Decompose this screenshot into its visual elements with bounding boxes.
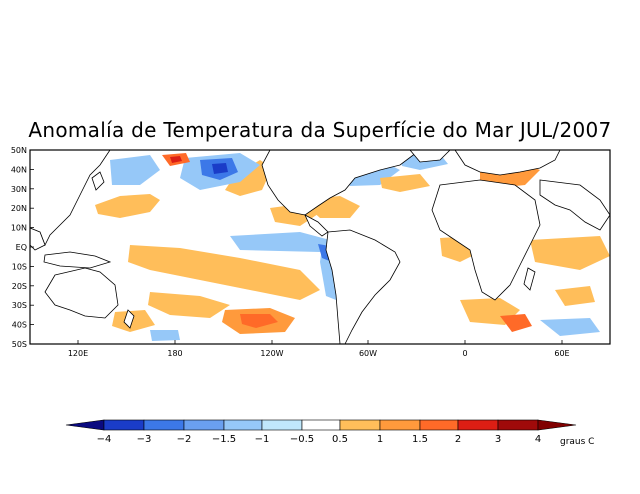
warm-core-aleutian: [170, 156, 182, 163]
colorbar: [65, 419, 577, 431]
landmass-central-america: [304, 214, 329, 237]
lat-label-10s: 10S: [12, 262, 27, 271]
cold-patch-equatorial-pacific: [230, 232, 330, 252]
colorbar-bin-6: [301, 419, 341, 431]
lon-label-180: 180: [167, 349, 182, 358]
warm-patch-south-pacific-far: [148, 292, 230, 318]
lat-label-20n: 20N: [11, 204, 27, 213]
colorbar-tick-label: 1.5: [412, 434, 428, 445]
colorbar-bin-1: [103, 419, 145, 431]
landmass-australia: [44, 267, 119, 319]
warm-patch-indian-ocean: [530, 236, 610, 270]
lat-label-30s: 30S: [12, 301, 27, 310]
warm-core-south-atlantic: [500, 314, 532, 332]
lon-ticks: [77, 340, 563, 344]
colorbar-tick-label: 1: [377, 434, 383, 445]
lat-label-50n: 50N: [11, 146, 27, 155]
colorbar-bin-5: [261, 419, 303, 431]
lat-label-40n: 40N: [11, 165, 27, 174]
colorbar-tick-label: −3: [137, 434, 152, 445]
colorbar-tick-label: 3: [495, 434, 501, 445]
landmass-south-america: [325, 229, 401, 345]
lat-labels: 50N 40N 30N 20N 10N EQ 10S 20S 30S 40S 5…: [11, 146, 27, 349]
landmass-new-zealand: [123, 309, 135, 329]
warm-patch-kuroshio: [95, 194, 160, 218]
colorbar-tick-label: 2: [455, 434, 461, 445]
lat-ticks: [30, 149, 34, 345]
continents: [29, 149, 611, 345]
colorbar-tick-label: −1.5: [212, 434, 236, 445]
lon-label-60e: 60E: [554, 349, 569, 358]
colorbar-bin-2: [143, 419, 185, 431]
map-title: Anomalía de Temperatura da Superfície do…: [28, 118, 612, 142]
colorbar-bin-4: [223, 419, 263, 431]
cold-patch-northwest-pacific: [110, 155, 160, 185]
landmass-europe: [454, 149, 561, 176]
warm-patch-north-pacific-east: [225, 160, 272, 196]
colorbar-tick-label: −2: [177, 434, 192, 445]
colorbar-bin-3: [183, 419, 225, 431]
landmass-japan: [91, 171, 105, 191]
lon-label-60w: 60W: [359, 349, 377, 358]
colorbar-tick-label: 4: [535, 434, 541, 445]
cold-patch-south-tasman: [150, 330, 180, 341]
colorbar-bin-11: [497, 419, 539, 431]
lon-label-120w: 120W: [260, 349, 283, 358]
lon-label-120e: 120E: [68, 349, 88, 358]
colorbar-tick-label: −1: [255, 434, 270, 445]
landmass-indonesia: [43, 251, 112, 269]
landmass-madagascar: [523, 267, 536, 291]
colorbar-bin-8: [379, 419, 421, 431]
lon-label-0: 0: [462, 349, 467, 358]
warm-patch-south-pacific-subpolar-core: [240, 314, 278, 328]
colorbar-bin-9: [419, 419, 459, 431]
colorbar-bin-10: [457, 419, 499, 431]
lat-label-20s: 20S: [12, 282, 27, 291]
lat-label-eq: EQ: [16, 243, 27, 252]
colorbar-min-arrow: [65, 419, 105, 431]
landmass-africa: [431, 179, 541, 301]
warm-patch-north-atlantic: [380, 174, 430, 192]
warm-patch-south-indian-ocean: [555, 286, 595, 306]
colorbar-max-arrow: [537, 419, 577, 431]
colorbar-tick-label: −0.5: [290, 434, 314, 445]
colorbar-tick-label: −4: [97, 434, 112, 445]
warm-band-south-pacific: [128, 245, 320, 300]
landmass-north-america: [261, 149, 422, 216]
cold-deep-north-pacific: [212, 163, 228, 174]
lat-label-30n: 30N: [11, 185, 27, 194]
warm-patch-tasman: [112, 310, 155, 332]
lat-label-40s: 40S: [12, 321, 27, 330]
lon-labels: 120E 180 120W 60W 0 60E: [68, 349, 570, 358]
lat-label-50s: 50S: [12, 340, 27, 349]
colorbar-tick-label: 0.5: [332, 434, 348, 445]
landmass-arabia-india: [539, 179, 611, 231]
colorbar-bin-7: [339, 419, 381, 431]
cold-patch-south-indian-ocean: [540, 318, 600, 336]
lat-label-10n: 10N: [11, 224, 27, 233]
colorbar-labels: −4 −3 −2 −1.5 −1 −0.5 0.5 1 1.5 2 3 4 gr…: [97, 434, 595, 447]
colorbar-unit-label: graus C: [560, 437, 594, 447]
